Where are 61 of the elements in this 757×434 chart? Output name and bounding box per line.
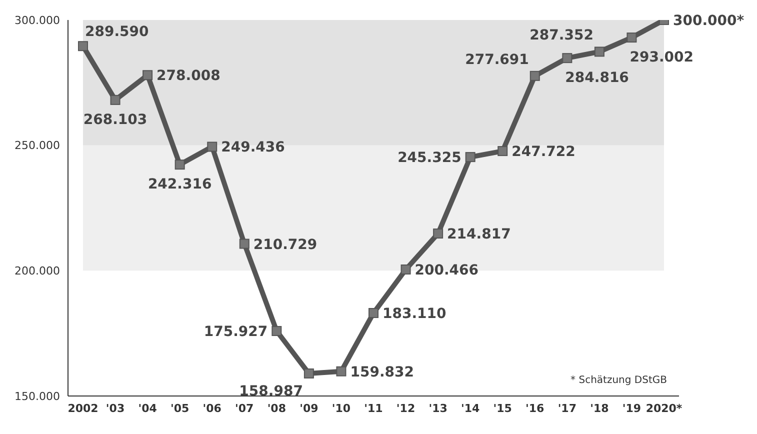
data-label: 242.316 xyxy=(148,176,212,193)
point xyxy=(304,368,314,378)
point xyxy=(174,160,185,170)
x-tick-label: 2020* xyxy=(646,402,682,415)
point xyxy=(110,94,120,105)
data-label: 200.466 xyxy=(414,262,479,278)
data-label: 175.927 xyxy=(204,324,268,340)
x-tick-label: '05 xyxy=(170,402,190,415)
point xyxy=(368,308,378,318)
point xyxy=(142,70,153,80)
point xyxy=(433,228,444,239)
x-tick-label: '14 xyxy=(460,402,480,415)
y-tick-label: 300.000 xyxy=(14,14,60,27)
x-tick-label: '12 xyxy=(396,402,416,415)
x-tick-label: '10 xyxy=(332,402,351,415)
data-label: 245.325 xyxy=(398,150,462,166)
data-label: 300.000* xyxy=(673,13,745,29)
point xyxy=(626,32,637,43)
data-label: 289.590 xyxy=(85,24,150,40)
data-label: 183.110 xyxy=(382,306,447,322)
x-tick-label: '15 xyxy=(493,402,512,415)
data-label: 159.832 xyxy=(350,364,414,380)
point xyxy=(400,264,411,274)
point xyxy=(562,53,572,64)
data-label: 249.436 xyxy=(221,140,285,156)
y-tick-label: 200.000 xyxy=(14,264,60,278)
y-tick-label: 150.000 xyxy=(14,390,60,403)
point xyxy=(594,46,604,57)
point xyxy=(207,142,218,152)
data-label: 214.817 xyxy=(447,226,511,243)
x-tick-label: '06 xyxy=(202,402,222,415)
point xyxy=(465,152,476,162)
x-tick-label: '07 xyxy=(235,402,254,415)
data-label: 284.816 xyxy=(565,70,629,86)
x-tick-label: 2002 xyxy=(68,402,98,415)
x-tick-label: '16 xyxy=(526,402,545,415)
x-tick-label: '18 xyxy=(590,402,609,415)
point xyxy=(239,238,250,249)
data-label: 247.722 xyxy=(512,144,576,160)
x-tick-label: '08 xyxy=(267,402,286,415)
point xyxy=(272,326,282,336)
point xyxy=(336,366,346,376)
point xyxy=(498,146,508,156)
x-tick-label: '04 xyxy=(138,402,158,415)
annotation: * Schätzung DStGB xyxy=(570,375,667,386)
data-label: 210.729 xyxy=(253,236,318,253)
x-tick-label: '09 xyxy=(300,402,318,415)
x-tick-label: '13 xyxy=(428,402,448,415)
data-label: 158.987 xyxy=(239,383,303,400)
data-label: 277.691 xyxy=(465,52,529,68)
data-label: 278.008 xyxy=(156,68,220,84)
x-tick-label: '19 xyxy=(622,402,642,415)
point xyxy=(530,70,540,81)
x-tick-label: '11 xyxy=(364,402,383,415)
data-label: 287.352 xyxy=(530,28,594,44)
data-label: 293.002 xyxy=(630,50,694,66)
point xyxy=(78,41,88,52)
data-label: 268.103 xyxy=(83,112,148,128)
x-tick-label: '17 xyxy=(558,402,577,415)
x-tick-label: '03 xyxy=(106,402,125,415)
y-tick-label: 250.000 xyxy=(14,139,60,152)
